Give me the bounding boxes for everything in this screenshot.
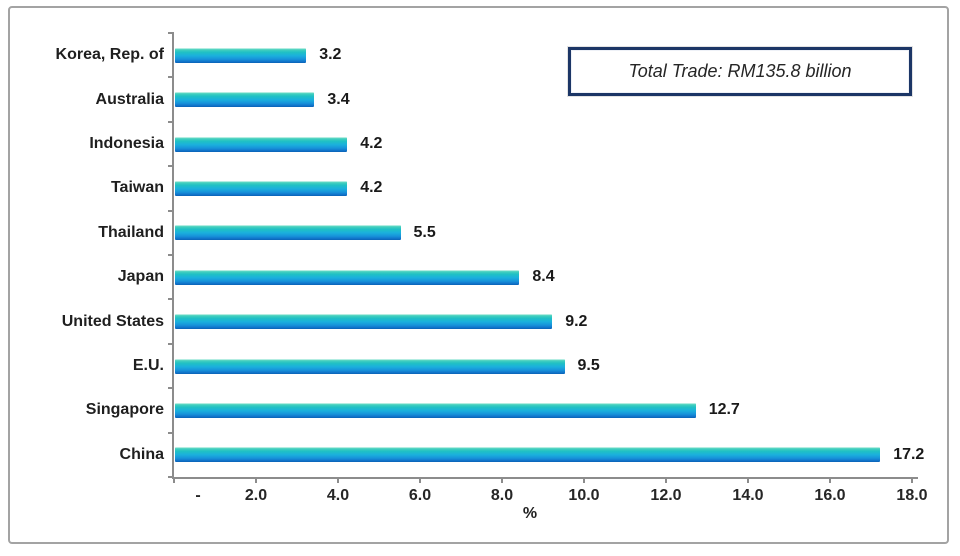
x-axis-tick — [583, 477, 585, 483]
x-tick-label-2-0: 2.0 — [244, 487, 268, 504]
y-axis-tick — [168, 32, 174, 34]
y-axis-tick — [168, 342, 174, 345]
category-label-australia: Australia — [95, 90, 164, 108]
category-label-e-u: E.U. — [132, 356, 164, 374]
total-trade-text: Total Trade: RM135.8 billion — [628, 61, 852, 81]
bar-australia — [175, 92, 315, 108]
bar-indonesia — [175, 136, 348, 152]
bar-japan — [175, 269, 520, 285]
x-axis-unit-label: % — [522, 505, 538, 522]
x-axis-tick — [419, 477, 421, 483]
bar-thailand — [175, 225, 401, 241]
y-axis-tick — [168, 165, 174, 168]
y-axis-tick — [168, 387, 174, 390]
x-tick-label-4-0: 4.0 — [326, 487, 350, 504]
x-axis-tick — [747, 477, 749, 483]
bar-e-u — [175, 358, 565, 374]
bar-china — [175, 447, 881, 463]
y-axis-tick — [168, 476, 174, 478]
value-label-indonesia: 4.2 — [360, 135, 383, 152]
x-tick-label-16-0: 16.0 — [814, 487, 846, 504]
bar-taiwan — [175, 180, 348, 196]
value-label-australia: 3.4 — [327, 90, 350, 108]
category-label-indonesia: Indonesia — [89, 134, 164, 152]
x-axis-tick — [337, 477, 339, 483]
y-axis-tick — [168, 76, 174, 79]
y-axis-tick — [168, 254, 174, 256]
y-axis-tick — [168, 120, 174, 123]
category-label-china: China — [119, 445, 164, 463]
x-tick-label-10-0: 10.0 — [568, 487, 600, 504]
category-label-singapore: Singapore — [85, 401, 164, 419]
bar-korea-rep-of — [175, 47, 307, 63]
x-tick-label-12-0: 12.0 — [650, 487, 682, 504]
x-axis-tick — [911, 477, 913, 483]
x-axis-tick — [501, 477, 503, 483]
y-axis-tick — [168, 431, 174, 434]
x-axis-tick — [665, 477, 667, 483]
x-axis-line — [172, 477, 918, 479]
category-label-thailand: Thailand — [98, 223, 164, 241]
x-tick-label-14-0: 14.0 — [732, 487, 764, 504]
value-label-e-u: 9.5 — [577, 357, 600, 374]
category-label-korea-rep-of: Korea, Rep. of — [55, 46, 164, 64]
value-label-china: 17.2 — [893, 445, 925, 463]
x-tick-label--: - — [195, 487, 201, 504]
bar-united-states — [175, 314, 553, 330]
value-label-singapore: 12.7 — [708, 401, 740, 419]
x-tick-label-6-0: 6.0 — [408, 487, 432, 504]
value-label-japan: 8.4 — [532, 268, 555, 286]
value-label-korea-rep-of: 3.2 — [319, 46, 342, 64]
x-tick-label-18-0: 18.0 — [896, 487, 928, 504]
x-axis-tick — [255, 477, 257, 483]
value-label-united-states: 9.2 — [565, 312, 588, 330]
value-label-taiwan: 4.2 — [360, 179, 383, 197]
y-axis-tick — [168, 298, 174, 301]
total-trade-textbox: Total Trade: RM135.8 billion — [568, 47, 912, 96]
x-tick-label-8-0: 8.0 — [490, 487, 514, 504]
category-label-taiwan: Taiwan — [110, 179, 164, 197]
bar-singapore — [175, 402, 696, 418]
y-axis-tick — [168, 209, 174, 212]
category-label-japan: Japan — [117, 268, 164, 286]
x-axis-tick — [829, 477, 831, 483]
x-axis-tick — [173, 477, 175, 483]
value-label-thailand: 5.5 — [413, 223, 436, 241]
category-label-united-states: United States — [61, 312, 164, 330]
